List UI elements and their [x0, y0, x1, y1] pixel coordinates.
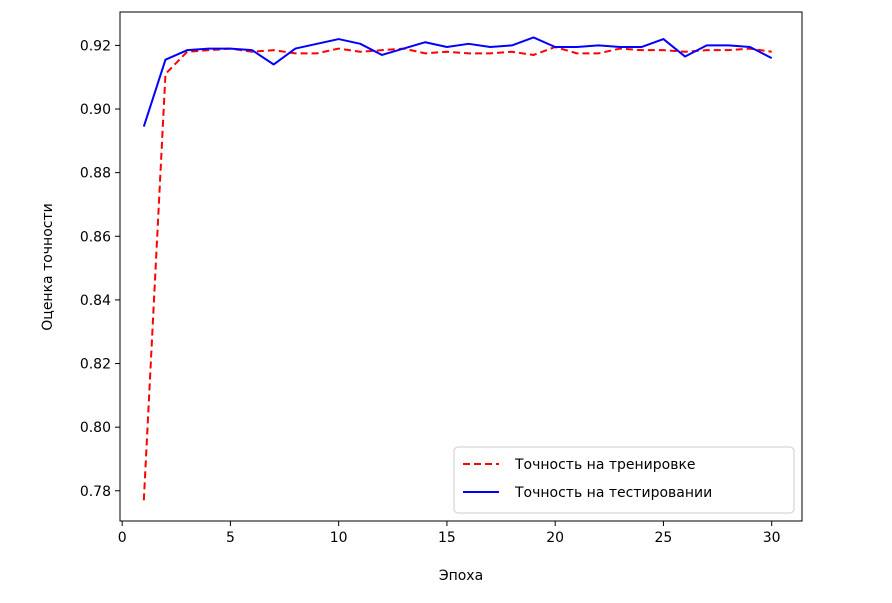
- x-axis-label: Эпоха: [439, 568, 483, 584]
- y-tick-label: 0.78: [80, 484, 111, 500]
- series-line-train: [142, 45, 772, 501]
- legend-box: [453, 446, 795, 514]
- series-line-test: [142, 36, 773, 127]
- y-axis-label: Оценка точности: [40, 203, 56, 330]
- y-tick-label: 0.88: [80, 166, 111, 182]
- legend-label-train: Точность на тренировке: [514, 457, 696, 473]
- x-tick-label: 0: [118, 530, 127, 546]
- x-tick-label: 20: [546, 530, 564, 546]
- legend-label-test: Точность на тестировании: [514, 485, 712, 501]
- x-tick-label: 10: [330, 530, 348, 546]
- series-layer: [142, 36, 773, 501]
- y-tick-label: 0.80: [80, 420, 111, 436]
- y-axis-ticks: 0.78 0.80 0.82 0.84 0.86 0.88 0.90 0.92: [80, 38, 120, 500]
- y-tick-label: 0.84: [80, 293, 111, 309]
- x-tick-label: 5: [226, 530, 235, 546]
- y-tick-label: 0.86: [80, 229, 111, 245]
- y-tick-label: 0.90: [80, 102, 111, 118]
- legend: Точность на тренировке Точность на тести…: [453, 446, 795, 514]
- y-tick-label: 0.82: [80, 357, 111, 373]
- x-axis-ticks: 0 5 10 15 20 25 30: [118, 521, 781, 546]
- x-tick-label: 15: [438, 530, 456, 546]
- plot-frame: [119, 11, 803, 522]
- x-tick-label: 25: [655, 530, 673, 546]
- y-tick-label: 0.92: [80, 38, 111, 54]
- x-tick-label: 30: [763, 530, 781, 546]
